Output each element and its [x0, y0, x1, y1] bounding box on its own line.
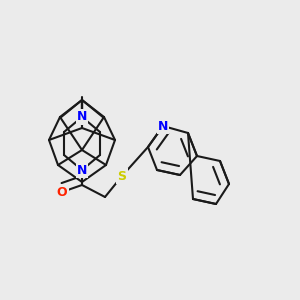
Text: S: S — [118, 169, 127, 182]
Text: O: O — [57, 185, 67, 199]
Text: N: N — [158, 119, 168, 133]
Text: N: N — [77, 164, 87, 176]
Text: N: N — [77, 110, 87, 124]
